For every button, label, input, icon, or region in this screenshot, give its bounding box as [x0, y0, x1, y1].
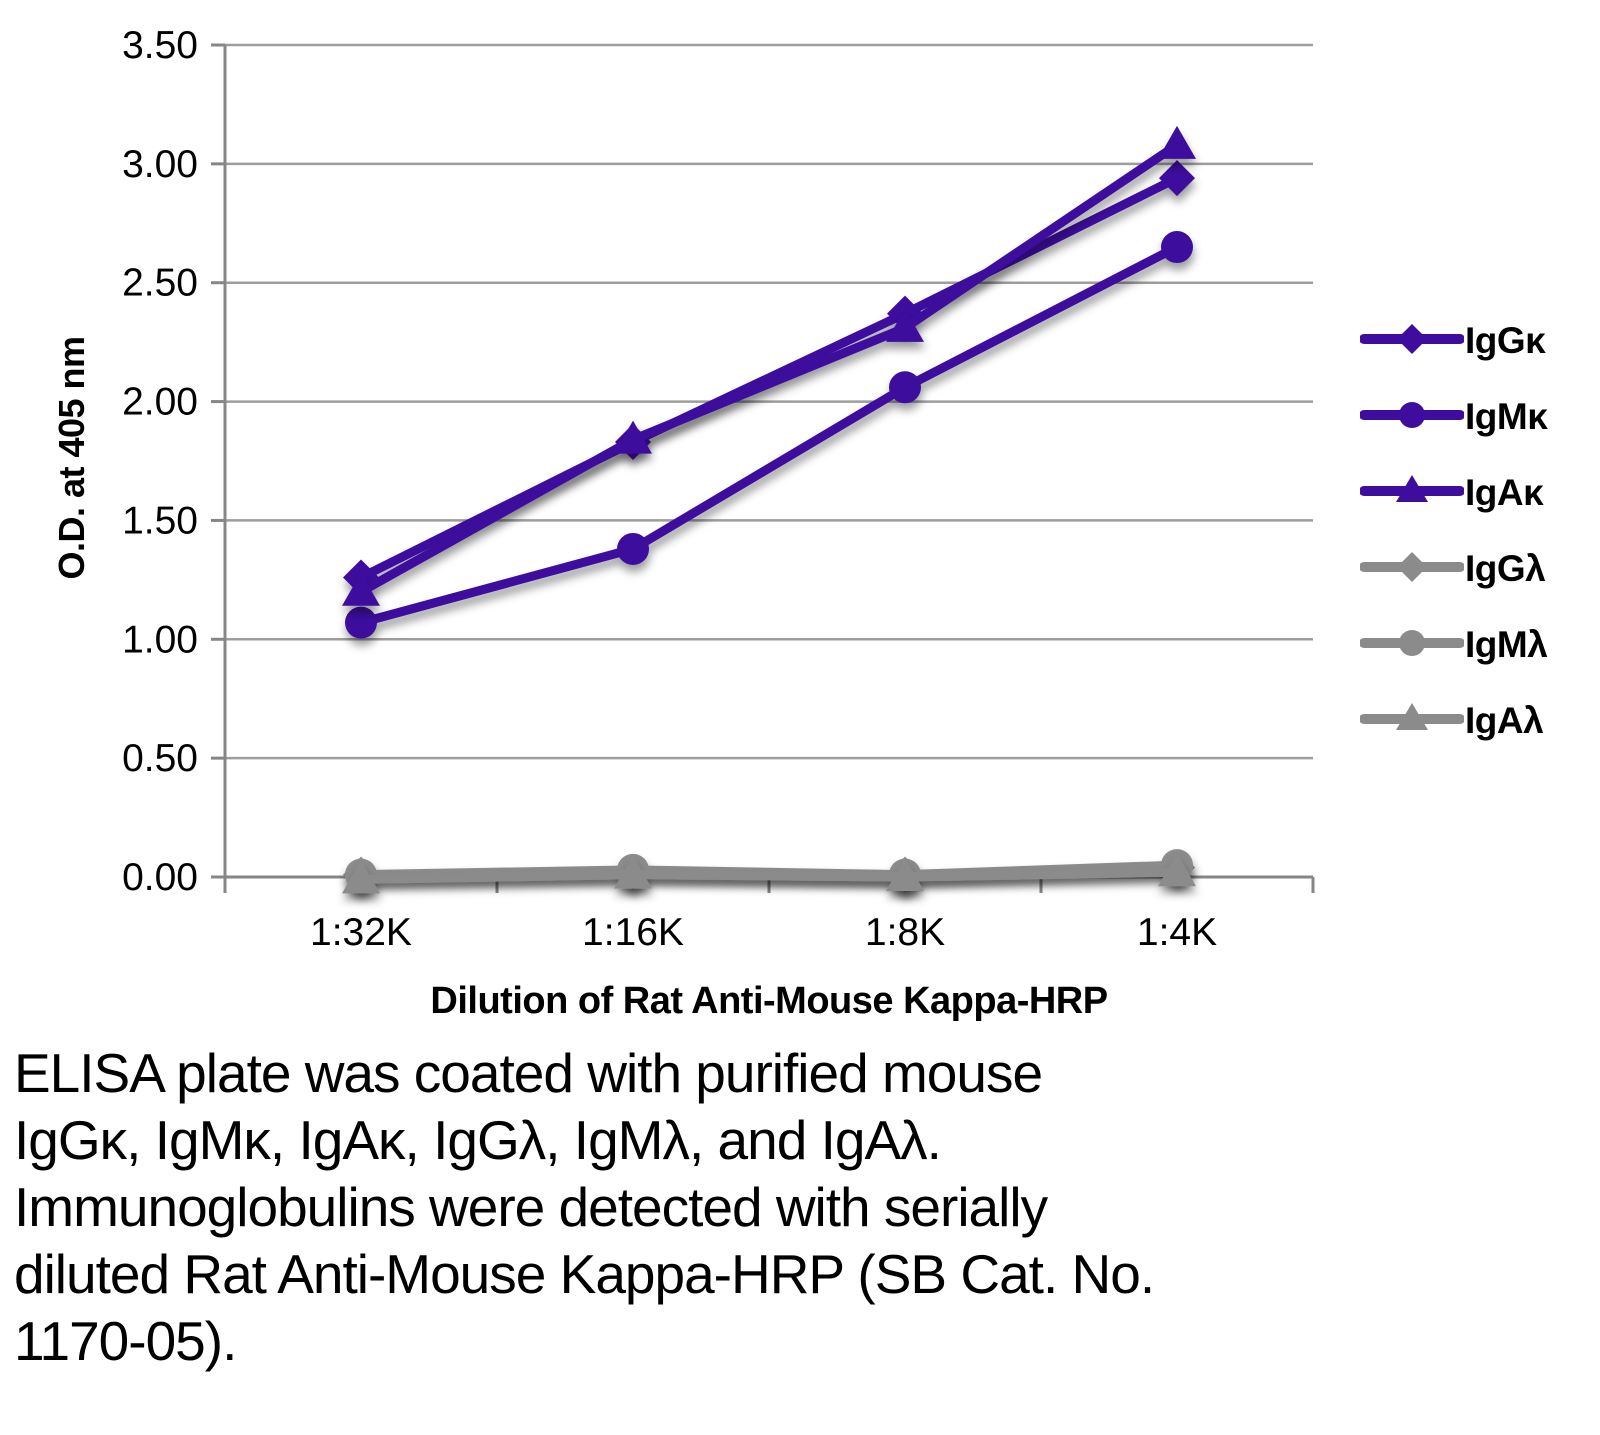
series-line-IgAλ: [356, 867, 1182, 884]
legend-marker-IgGκ: [1397, 324, 1427, 354]
legend-marker-IgAλ: [1396, 703, 1428, 730]
legend-item-label: IgAκ: [1465, 472, 1544, 513]
circle-legend-marker-icon: [1360, 402, 1464, 428]
legend-item-label: IgAλ: [1465, 700, 1544, 741]
y-tick-label: 1.00: [122, 618, 198, 661]
legend-marker-IgAκ: [1396, 475, 1428, 502]
caption-line: 1170-05).: [14, 1310, 237, 1372]
circle-legend-marker-icon: [1360, 630, 1464, 656]
y-tick-label: 3.00: [122, 143, 198, 186]
series-IgAκ: [342, 125, 1196, 606]
data-point-IgAλ: [886, 858, 924, 891]
legend-marker-IgMκ: [1399, 402, 1425, 428]
data-point-IgAκ: [614, 420, 652, 454]
y-tick-label: 2.50: [122, 262, 198, 305]
legend: IgGκ IgMκ IgAκ IgGλ IgMλ IgAλ: [1360, 303, 1548, 759]
data-point-IgMκ: [1161, 231, 1193, 264]
series-IgAλ: [342, 853, 1196, 894]
y-tick-label: 3.50: [122, 24, 198, 67]
legend-item-IgAκ: IgAκ: [1360, 455, 1547, 531]
legend-item-label: IgGλ: [1465, 548, 1546, 589]
caption-line: diluted Rat Anti-Mouse Kappa-HRP (SB Cat…: [14, 1243, 1155, 1305]
data-point-IgAλ: [1158, 853, 1196, 887]
caption-line: IgGκ, IgMκ, IgAκ, IgGλ, IgMλ, and IgAλ.: [14, 1109, 942, 1171]
x-axis-title: Dilution of Rat Anti-Mouse Kappa-HRP: [430, 980, 1108, 1022]
data-point-IgAκ: [342, 572, 380, 606]
data-point-IgAλ: [614, 855, 652, 889]
data-point-IgAκ: [886, 308, 924, 342]
data-point-IgMκ: [889, 371, 921, 404]
diamond-legend-marker-icon: [1360, 324, 1464, 354]
legend-item-IgGλ: IgGλ: [1360, 531, 1547, 607]
legend-item-label: IgMκ: [1465, 396, 1548, 437]
legend-item-label: IgGκ: [1465, 320, 1546, 361]
diamond-legend-marker-icon: [1360, 552, 1464, 582]
caption-line: Immunoglobulins were detected with seria…: [14, 1176, 1048, 1238]
triangle-legend-marker-icon: [1360, 475, 1464, 502]
legend-marker-IgMλ: [1399, 630, 1425, 656]
legend-item-IgAλ: IgAλ: [1360, 683, 1547, 759]
data-point-IgMκ: [617, 532, 649, 565]
data-point-IgAκ: [1158, 125, 1196, 159]
legend-item-IgMλ: IgMλ: [1360, 607, 1548, 683]
y-tick-label: 1.50: [122, 499, 198, 542]
x-tick-label: 1:4K: [1137, 911, 1217, 954]
y-tick-label: 0.50: [122, 737, 198, 780]
series-IgMκ: [345, 231, 1193, 639]
x-tick-label: 1:16K: [582, 911, 684, 954]
legend-item-IgGκ: IgGκ: [1360, 303, 1547, 379]
y-tick-label: 0.00: [122, 856, 198, 899]
series-line-IgMκ: [356, 242, 1182, 628]
legend-item-label: IgMλ: [1465, 624, 1548, 665]
y-tick-label: 2.00: [122, 381, 198, 424]
series-line-IgAκ: [356, 140, 1182, 597]
legend-marker-IgGλ: [1397, 552, 1427, 582]
data-point-IgAλ: [342, 860, 380, 894]
x-tick-label: 1:32K: [310, 911, 412, 954]
series-line-IgGκ: [356, 173, 1182, 582]
x-tick-label: 1:8K: [865, 911, 945, 954]
triangle-legend-marker-icon: [1360, 703, 1464, 730]
data-point-IgMκ: [345, 606, 377, 639]
caption-line: ELISA plate was coated with purified mou…: [14, 1042, 1043, 1104]
legend-item-IgMκ: IgMκ: [1360, 379, 1548, 455]
caption: ELISA plate was coated with purified mou…: [14, 1040, 1594, 1375]
y-axis-title: O.D. at 405 nm: [51, 336, 92, 580]
data-point-IgGκ: [1159, 160, 1195, 197]
elisa-line-chart: 0.00 0.50 1.00 1.50 2.00 2.50 3.00 3.50 1:32K 1:1…: [122, 24, 1315, 954]
